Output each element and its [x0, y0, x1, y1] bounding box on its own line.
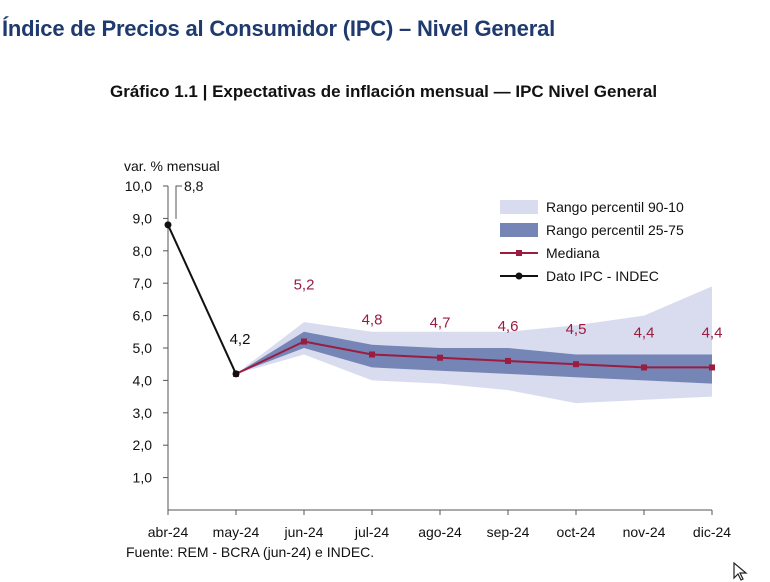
band-p25-75 [236, 331, 712, 384]
x-tick-label: oct-24 [557, 524, 596, 540]
legend-marker [516, 250, 522, 256]
y-tick-label: 9,0 [133, 210, 153, 226]
mediana-point [709, 364, 715, 371]
x-tick-label: ago-24 [418, 524, 462, 540]
x-tick-label: sep-24 [487, 524, 530, 540]
y-tick-label: 10,0 [125, 178, 152, 194]
mediana-data-label: 4,4 [634, 324, 655, 341]
y-axis-title: var. % mensual [124, 158, 220, 174]
y-tick-label: 8,0 [133, 243, 153, 259]
mediana-point [437, 354, 443, 361]
mediana-point [505, 357, 511, 364]
bands-layer [236, 286, 712, 404]
mouse-cursor-icon [733, 562, 748, 581]
y-tick-label: 4,0 [133, 372, 153, 388]
ipc-label-leader [175, 185, 182, 219]
labels-layer: 5,2 4,8 4,7 4,6 4,5 4,4 4,4 8,8 4,2 [175, 178, 723, 348]
y-tick-label: 1,0 [133, 470, 153, 486]
x-tick-label: abr-24 [148, 524, 189, 540]
legend-swatch [500, 223, 538, 237]
x-tick-label: jul-24 [354, 524, 389, 540]
legend-marker [515, 272, 523, 280]
mediana-point [369, 351, 375, 358]
page-title: Índice de Precios al Consumidor (IPC) – … [2, 16, 556, 41]
mediana-data-label: 4,8 [362, 311, 383, 328]
mediana-data-label: 4,5 [566, 321, 587, 338]
legend-label: Mediana [546, 245, 600, 261]
axes-layer: 1,0 2,0 3,0 4,0 5,0 6,0 7,0 8,0 9,0 10,0 abr-24 may… [124, 158, 731, 540]
ipc-line [167, 224, 237, 375]
series-layer [164, 221, 715, 378]
legend-label: Rango percentil 25-75 [546, 222, 684, 238]
mediana-data-label: 5,2 [294, 277, 315, 294]
x-tick-label: jun-24 [284, 524, 324, 540]
legend-label: Rango percentil 90-10 [546, 199, 684, 215]
mediana-point [641, 364, 647, 371]
mediana-line [235, 340, 712, 375]
mediana-data-label: 4,4 [702, 324, 723, 341]
x-tick-label: dic-24 [693, 524, 731, 540]
y-tick-label: 5,0 [133, 340, 153, 356]
x-tick-label: may-24 [213, 524, 260, 540]
y-tick-label: 2,0 [133, 437, 153, 453]
chart-source: Fuente: REM - BCRA (jun-24) e INDEC. [126, 544, 375, 560]
y-tick-label: 3,0 [133, 405, 153, 421]
chart-legend: Rango percentil 90-10 Rango percentil 25-… [500, 199, 684, 284]
legend-label: Dato IPC - INDEC [546, 268, 659, 284]
x-tick-label: nov-24 [623, 524, 666, 540]
ipc-data-label: 8,8 [184, 178, 204, 194]
mediana-point [573, 361, 579, 368]
chart-title: Gráfico 1.1 | Expectativas de inflación … [110, 82, 658, 101]
legend-swatch [500, 200, 538, 214]
ipc-data-label: 4,2 [230, 331, 251, 348]
mediana-point [301, 338, 307, 345]
mediana-data-label: 4,7 [430, 315, 451, 332]
ipc-point [164, 221, 172, 229]
mediana-data-label: 4,6 [498, 318, 519, 335]
y-tick-label: 6,0 [133, 308, 153, 324]
y-tick-label: 7,0 [133, 275, 153, 291]
ipc-point [232, 370, 240, 378]
